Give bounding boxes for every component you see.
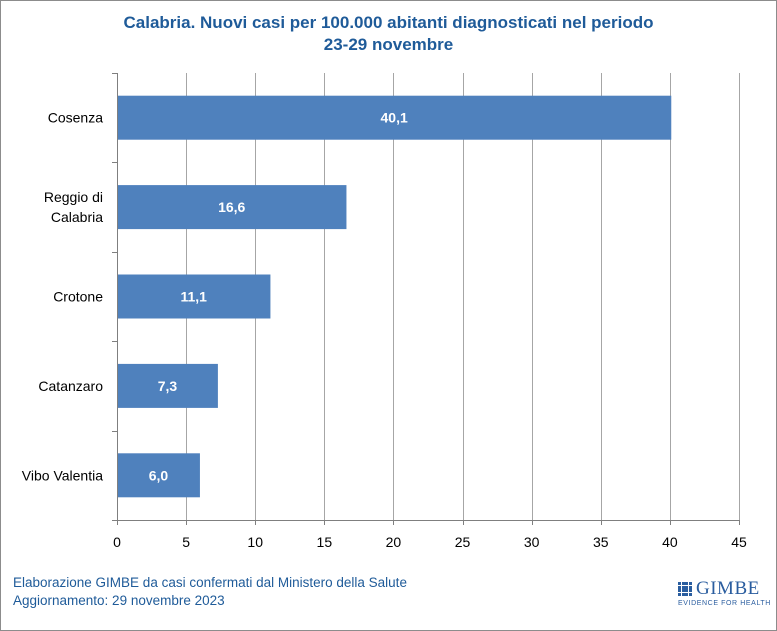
x-tick-label: 35	[593, 534, 609, 550]
category-label: Catanzaro	[38, 378, 103, 394]
logo-wordmark: GIMBE	[696, 578, 760, 599]
bar	[117, 453, 200, 498]
x-tick-label: 20	[386, 534, 402, 550]
chart-title: Calabria. Nuovi casi per 100.000 abitant…	[0, 12, 777, 56]
bar	[117, 363, 218, 408]
category-label: Cosenza	[48, 110, 103, 126]
category-label: Crotone	[53, 289, 103, 305]
chart-title-line-2: 23-29 novembre	[323, 35, 454, 54]
x-tick-label: 10	[247, 534, 263, 550]
bar-value-label: 16,6	[218, 199, 245, 215]
chart-footer: Elaborazione GIMBE da casi confermati da…	[13, 574, 407, 610]
logo-grid-icon	[678, 582, 693, 597]
x-tick-label: 15	[317, 534, 333, 550]
bar-value-label: 40,1	[381, 110, 408, 126]
x-tick-label: 40	[662, 534, 678, 550]
x-tick-label: 30	[524, 534, 540, 550]
x-tick-label: 0	[113, 534, 121, 550]
gimbe-logo: GIMBE EVIDENCE FOR HEALTH	[678, 578, 771, 615]
logo-tagline: EVIDENCE FOR HEALTH	[678, 600, 771, 607]
bar-value-label: 11,1	[180, 289, 207, 305]
x-tick-label: 45	[731, 534, 747, 550]
bar-value-label: 7,3	[158, 378, 178, 394]
bar	[117, 95, 672, 140]
category-label: Calabria	[51, 209, 103, 225]
x-tick-label: 5	[182, 534, 190, 550]
chart-title-line-1: Calabria. Nuovi casi per 100.000 abitant…	[123, 13, 654, 32]
category-label: Reggio di	[44, 189, 103, 205]
bar	[117, 274, 271, 319]
bar	[117, 185, 347, 230]
category-label: Vibo Valentia	[22, 467, 103, 483]
bar-value-label: 6,0	[149, 467, 169, 483]
footer-updated: Aggiornamento: 29 novembre 2023	[13, 593, 225, 608]
x-tick-label: 25	[455, 534, 471, 550]
footer-source: Elaborazione GIMBE da casi confermati da…	[13, 575, 407, 590]
